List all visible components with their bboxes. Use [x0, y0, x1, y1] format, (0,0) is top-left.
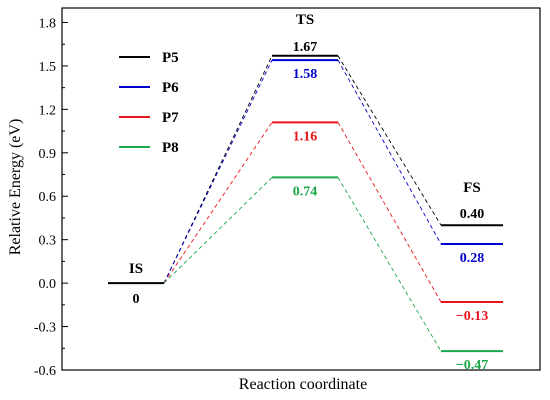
- legend-label-p8: P8: [162, 140, 179, 156]
- y-tick-label: 1.8: [39, 16, 57, 31]
- y-tick-label: -0.3: [34, 321, 56, 336]
- state-label-ts: TS: [296, 12, 314, 28]
- y-tick-label: 0.6: [39, 190, 57, 205]
- connector-ts-fs-p6: [337, 59, 442, 245]
- connector-is-ts-p6: [163, 59, 273, 284]
- data-label-fs-p8: −0.47: [456, 358, 488, 373]
- connector-ts-fs-p7: [337, 122, 442, 303]
- y-tick-label: 0.9: [39, 147, 57, 162]
- labels-layer: IS 0 TS FS 1.67 0.40 1.58 0.28 1.16 −0.13 0.74 −0.4…: [129, 12, 488, 373]
- connector-ts-fs-p5: [337, 55, 442, 226]
- data-label-fs-p7: −0.13: [456, 309, 488, 324]
- data-label-ts-p6: 1.58: [293, 67, 318, 82]
- y-tick-label: 0.3: [39, 234, 57, 249]
- state-label-fs: FS: [463, 180, 481, 196]
- legend-label-p6: P6: [162, 80, 179, 96]
- data-label-ts-p8: 0.74: [293, 184, 318, 199]
- legend-label-p7: P7: [162, 110, 179, 126]
- data-label-fs-p6: 0.28: [460, 251, 485, 266]
- connectors-layer: [163, 55, 442, 352]
- connector-is-ts-p8: [163, 177, 273, 284]
- x-axis-title: Reaction coordinate: [239, 376, 367, 393]
- y-tick-label: 1.2: [39, 103, 57, 118]
- levels-layer: [108, 54, 503, 353]
- y-tick-label: 1.5: [39, 60, 57, 75]
- connector-ts-fs-p8: [337, 177, 442, 352]
- state-label-is: IS: [129, 261, 143, 277]
- data-label-is: 0: [133, 292, 140, 307]
- y-axis-title: Relative Energy (eV): [7, 119, 24, 256]
- legend-layer: P5 P6 P7 P8: [119, 50, 179, 156]
- legend-label-p5: P5: [162, 50, 179, 66]
- y-tick-label: -0.6: [34, 364, 56, 379]
- y-tick-label: 0.0: [39, 277, 57, 292]
- data-label-ts-p7: 1.16: [293, 129, 318, 144]
- connector-is-ts-p7: [163, 122, 273, 284]
- data-label-ts-p5: 1.67: [293, 40, 318, 55]
- data-label-fs-p5: 0.40: [460, 207, 485, 222]
- axes-layer: -0.6 -0.3 0.0 0.3 0.6 0.9 1.2 1.5 1.8: [34, 7, 541, 379]
- plot-frame: [61, 7, 541, 371]
